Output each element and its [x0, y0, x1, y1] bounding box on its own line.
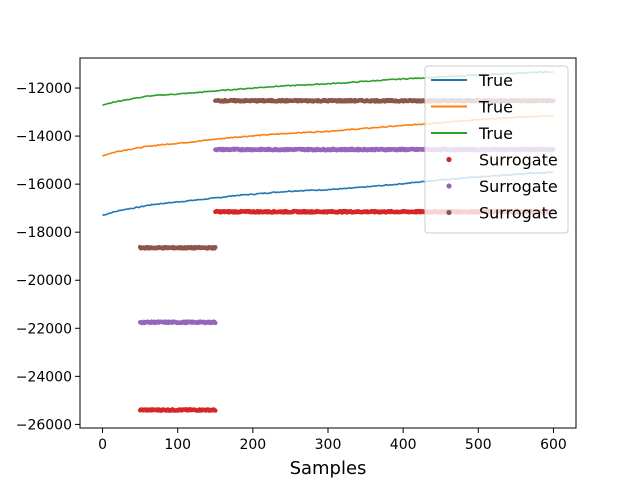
data-point: [213, 320, 218, 326]
y-tick-label: −16000: [16, 177, 72, 193]
legend-swatch: [446, 209, 452, 216]
y-tick-label: −20000: [16, 273, 72, 289]
legend-label: True: [478, 71, 513, 90]
legend-label: True: [478, 124, 513, 143]
x-tick-label: 600: [540, 437, 567, 453]
y-tick-label: −18000: [16, 225, 72, 241]
y-tick-label: −14000: [16, 129, 72, 145]
y-axis: −26000 −24000 −22000 −20000 −18000 −16000 −140…: [16, 81, 80, 433]
legend-swatch: [446, 183, 452, 189]
legend-box: [424, 65, 569, 234]
x-tick-label: 300: [315, 437, 342, 453]
x-axis-label: Samples: [290, 458, 367, 479]
legend: True True True Surrogate Surrogate Surrogate: [424, 65, 569, 234]
x-tick-label: 400: [390, 437, 417, 453]
y-tick-label: −24000: [16, 369, 72, 385]
legend-swatch: [446, 156, 452, 163]
y-tick-label: −26000: [16, 417, 72, 433]
legend-label: True: [478, 98, 513, 117]
x-tick-label: 100: [164, 437, 191, 453]
legend-label: Surrogate: [479, 204, 558, 223]
y-tick-label: −12000: [16, 81, 72, 97]
x-tick-label: 200: [239, 437, 266, 453]
data-point: [213, 245, 218, 250]
y-tick-label: −22000: [16, 321, 72, 337]
x-tick-label: 0: [98, 437, 107, 453]
series-dots-3: [137, 208, 556, 413]
legend-label: Surrogate: [479, 151, 558, 170]
legend-label: Surrogate: [479, 177, 558, 196]
x-axis: 0 100 200 300 400 500 600: [98, 428, 567, 453]
data-point: [213, 408, 218, 413]
x-tick-label: 500: [465, 437, 492, 453]
